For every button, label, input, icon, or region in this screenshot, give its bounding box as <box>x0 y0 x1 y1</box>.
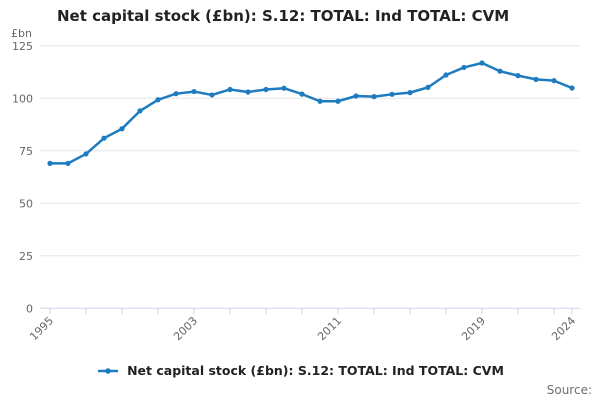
data-point-marker[interactable] <box>389 91 395 97</box>
chart-title: Net capital stock (£bn): S.12: TOTAL: In… <box>57 7 510 25</box>
data-point-marker[interactable] <box>443 72 449 78</box>
data-point-marker[interactable] <box>245 89 251 95</box>
legend-item[interactable]: Net capital stock (£bn): S.12: TOTAL: In… <box>96 363 504 378</box>
data-point-marker[interactable] <box>137 108 143 114</box>
svg-text:100: 100 <box>12 92 33 105</box>
svg-text:25: 25 <box>19 250 33 263</box>
data-point-marker[interactable] <box>47 160 53 166</box>
line-marker-icon <box>98 367 119 374</box>
data-point-marker[interactable] <box>83 151 89 157</box>
data-point-marker[interactable] <box>191 88 197 95</box>
data-point-marker[interactable] <box>227 86 233 93</box>
data-point-marker[interactable] <box>155 97 161 103</box>
svg-text:2003: 2003 <box>171 314 200 343</box>
data-point-marker[interactable] <box>317 98 323 104</box>
x-axis <box>40 307 580 315</box>
data-point-marker[interactable] <box>335 98 341 104</box>
data-point-marker[interactable] <box>371 94 377 100</box>
data-point-marker[interactable] <box>425 84 431 90</box>
svg-text:1995: 1995 <box>27 314 56 343</box>
svg-text:2024: 2024 <box>549 314 578 343</box>
x-axis-labels: 1995 2003 2011 2019 2024 <box>27 314 578 343</box>
data-point-marker[interactable] <box>263 86 269 93</box>
data-point-marker[interactable] <box>119 126 125 132</box>
gridlines <box>40 45 580 257</box>
data-point-marker[interactable] <box>479 60 485 66</box>
data-point-marker[interactable] <box>461 64 467 71</box>
data-point-marker[interactable] <box>101 135 107 141</box>
svg-text:2019: 2019 <box>459 314 488 343</box>
legend: Net capital stock (£bn): S.12: TOTAL: In… <box>0 363 600 378</box>
data-point-marker[interactable] <box>209 92 215 98</box>
svg-text:75: 75 <box>19 145 33 158</box>
series-line[interactable] <box>47 60 575 166</box>
data-point-marker[interactable] <box>407 90 413 96</box>
data-point-marker[interactable] <box>515 73 521 79</box>
data-point-marker[interactable] <box>299 91 305 97</box>
data-point-marker[interactable] <box>497 68 503 74</box>
svg-text:0: 0 <box>26 302 33 315</box>
y-axis-unit-label: £bn <box>11 27 32 40</box>
data-point-marker[interactable] <box>533 76 539 82</box>
svg-text:125: 125 <box>12 40 33 53</box>
data-point-marker[interactable] <box>551 78 557 84</box>
legend-label: Net capital stock (£bn): S.12: TOTAL: In… <box>127 363 504 378</box>
data-point-marker[interactable] <box>569 85 575 91</box>
plot-area: 0 25 50 75 100 125 1995 2003 2011 2019 2024 <box>12 40 580 343</box>
data-point-marker[interactable] <box>173 91 179 97</box>
data-point-marker[interactable] <box>281 85 287 91</box>
y-axis-labels: 0 25 50 75 100 125 <box>12 40 33 315</box>
source-label: Source: <box>546 383 592 397</box>
svg-text:50: 50 <box>19 197 33 210</box>
svg-text:2011: 2011 <box>315 314 344 343</box>
data-point-marker[interactable] <box>353 93 359 99</box>
data-point-marker[interactable] <box>65 160 71 166</box>
